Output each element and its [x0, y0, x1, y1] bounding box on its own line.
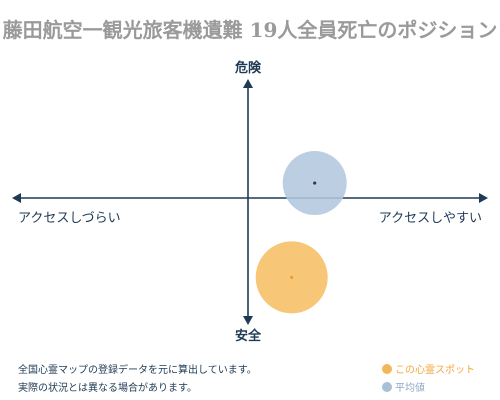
x-axis-right-arrow — [479, 193, 488, 203]
x-axis-left-arrow — [12, 193, 21, 203]
legend-average-label: 平均値 — [395, 383, 425, 394]
legend-this-spot-label: この心霊スポット — [395, 365, 475, 376]
data-points — [255, 151, 347, 314]
legend-this-spot-dot — [382, 363, 392, 374]
y-axis-bottom-label: 安全 — [235, 328, 262, 344]
point-average-center — [313, 181, 317, 185]
y-axis-top-label: 危険 — [235, 60, 262, 76]
x-axis-right-label: アクセスしやすい — [379, 211, 482, 226]
legend-average: 平均値 — [382, 379, 425, 394]
legend-this-spot: この心霊スポット — [382, 361, 475, 376]
footer-note-line2: 実際の状況とは異なる場合があります。 — [18, 383, 197, 394]
y-axis-bottom-arrow — [243, 316, 253, 325]
footer-note-line1: 全国心霊マップの登録データを元に算出しています。 — [18, 365, 257, 376]
point-this-spot-center — [290, 275, 294, 279]
x-axis-left-label: アクセスしづらい — [18, 211, 121, 226]
y-axis-top-arrow — [243, 79, 253, 88]
legend-average-dot — [382, 381, 392, 392]
chart-title: 藤田航空一観光旅客機遺難 19人全員死亡のポジション — [2, 18, 498, 42]
